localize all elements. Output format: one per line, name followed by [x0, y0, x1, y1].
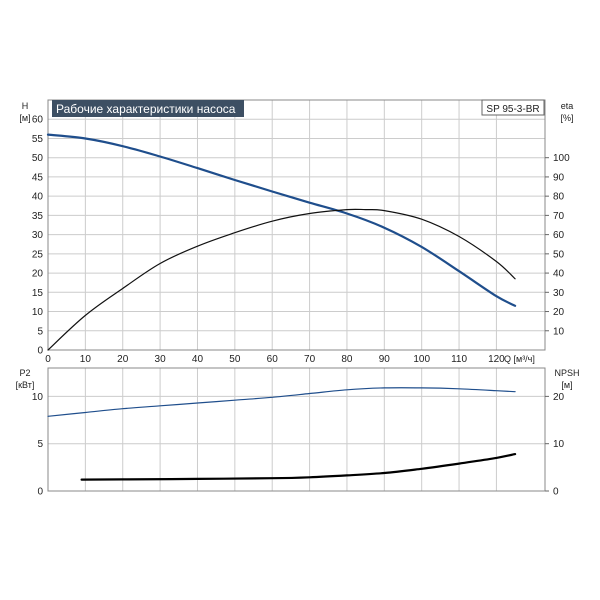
y-left-tick-label: 10 — [32, 392, 44, 403]
y-right-tick-label: 90 — [553, 172, 565, 183]
p2-unit: [кВт] — [16, 380, 35, 390]
y-right-unit: [%] — [560, 113, 573, 123]
series-line-2 — [47, 208, 516, 351]
x-tick-label: 40 — [192, 354, 204, 365]
y-right-tick-label: 10 — [553, 326, 565, 337]
y-left-tick-label: 40 — [32, 192, 44, 203]
series-line-1 — [47, 387, 516, 417]
chart-title: Рабочие характеристики насоса — [56, 102, 236, 116]
bottom-right-ticks: 0 10 20 — [545, 392, 565, 498]
y-left-tick-label: 10 — [32, 307, 44, 318]
bottom-left-ticks: 0 5 10 — [32, 392, 44, 498]
top-grid — [48, 100, 545, 350]
y-right-tick-label: 20 — [553, 392, 565, 403]
y-left-unit: [м] — [19, 113, 30, 123]
y-left-tick-label: 30 — [32, 230, 44, 241]
top-panel: 0 10 20 30 40 50 60 70 80 90 100 110 120 0 5 10 15 20 25 3… — [19, 99, 574, 365]
y-left-tick-label: 50 — [32, 153, 44, 164]
bottom-series — [47, 387, 517, 481]
y-left-tick-label: 55 — [32, 134, 44, 145]
y-right-tick-label: 70 — [553, 211, 565, 222]
x-tick-label: 60 — [267, 354, 279, 365]
y-left-tick-label: 25 — [32, 249, 44, 260]
y-left-tick-label: 20 — [32, 269, 44, 280]
y-right-tick-label: 20 — [553, 307, 565, 318]
y-right-tick-label: 0 — [553, 487, 559, 498]
x-tick-label: 70 — [304, 354, 316, 365]
x-tick-label: 20 — [117, 354, 129, 365]
top-right-ticks: 10 20 30 40 50 60 70 80 90 100 — [545, 153, 570, 337]
top-plot-frame — [47, 99, 546, 351]
y-right-tick-label: 40 — [553, 269, 565, 280]
y-left-tick-label: 0 — [37, 487, 43, 498]
x-tick-label: 10 — [80, 354, 92, 365]
p2-label: P2 — [19, 368, 30, 378]
bottom-plot-frame — [47, 367, 546, 492]
x-tick-label: 120 — [488, 354, 505, 365]
npsh-label: NPSH — [554, 368, 579, 378]
npsh-unit: [м] — [561, 380, 572, 390]
bottom-grid — [48, 368, 545, 491]
y-left-label: H — [22, 101, 29, 111]
y-right-tick-label: 80 — [553, 192, 565, 203]
x-axis-label: Q [м³/ч] — [504, 354, 535, 364]
y-right-tick-label: 60 — [553, 230, 565, 241]
y-right-label: eta — [561, 101, 574, 111]
x-tick-label: 0 — [45, 354, 51, 365]
y-right-tick-label: 30 — [553, 288, 565, 299]
y-left-tick-label: 5 — [37, 326, 43, 337]
y-left-tick-label: 60 — [32, 115, 44, 126]
x-tick-label: 80 — [341, 354, 353, 365]
y-left-tick-label: 5 — [37, 439, 43, 450]
top-left-ticks: 0 5 10 15 20 25 30 35 40 45 50 55 60 — [32, 115, 44, 357]
y-left-tick-label: 45 — [32, 172, 44, 183]
y-right-tick-label: 10 — [553, 439, 565, 450]
x-tick-label: 90 — [379, 354, 391, 365]
title-box — [52, 100, 244, 117]
y-right-tick-label: 50 — [553, 249, 565, 260]
top-x-ticks: 0 10 20 30 40 50 60 70 80 90 100 110 120 — [45, 354, 505, 365]
model-box — [481, 99, 545, 116]
x-tick-label: 50 — [229, 354, 241, 365]
series-line-2 — [80, 453, 517, 481]
x-tick-label: 110 — [451, 354, 467, 365]
x-tick-label: 100 — [413, 354, 430, 365]
y-left-tick-label: 35 — [32, 211, 44, 222]
y-left-tick-label: 15 — [32, 288, 44, 299]
bottom-panel: 0 5 10 0 10 20 P2 [кВт] NPSH [м] — [16, 367, 580, 498]
series-line-1 — [46, 133, 517, 307]
x-tick-label: 30 — [155, 354, 167, 365]
y-left-tick-label: 0 — [37, 346, 43, 357]
model-label: SP 95-3-BR — [486, 104, 539, 115]
top-series — [46, 133, 517, 351]
y-right-tick-label: 100 — [553, 153, 570, 164]
